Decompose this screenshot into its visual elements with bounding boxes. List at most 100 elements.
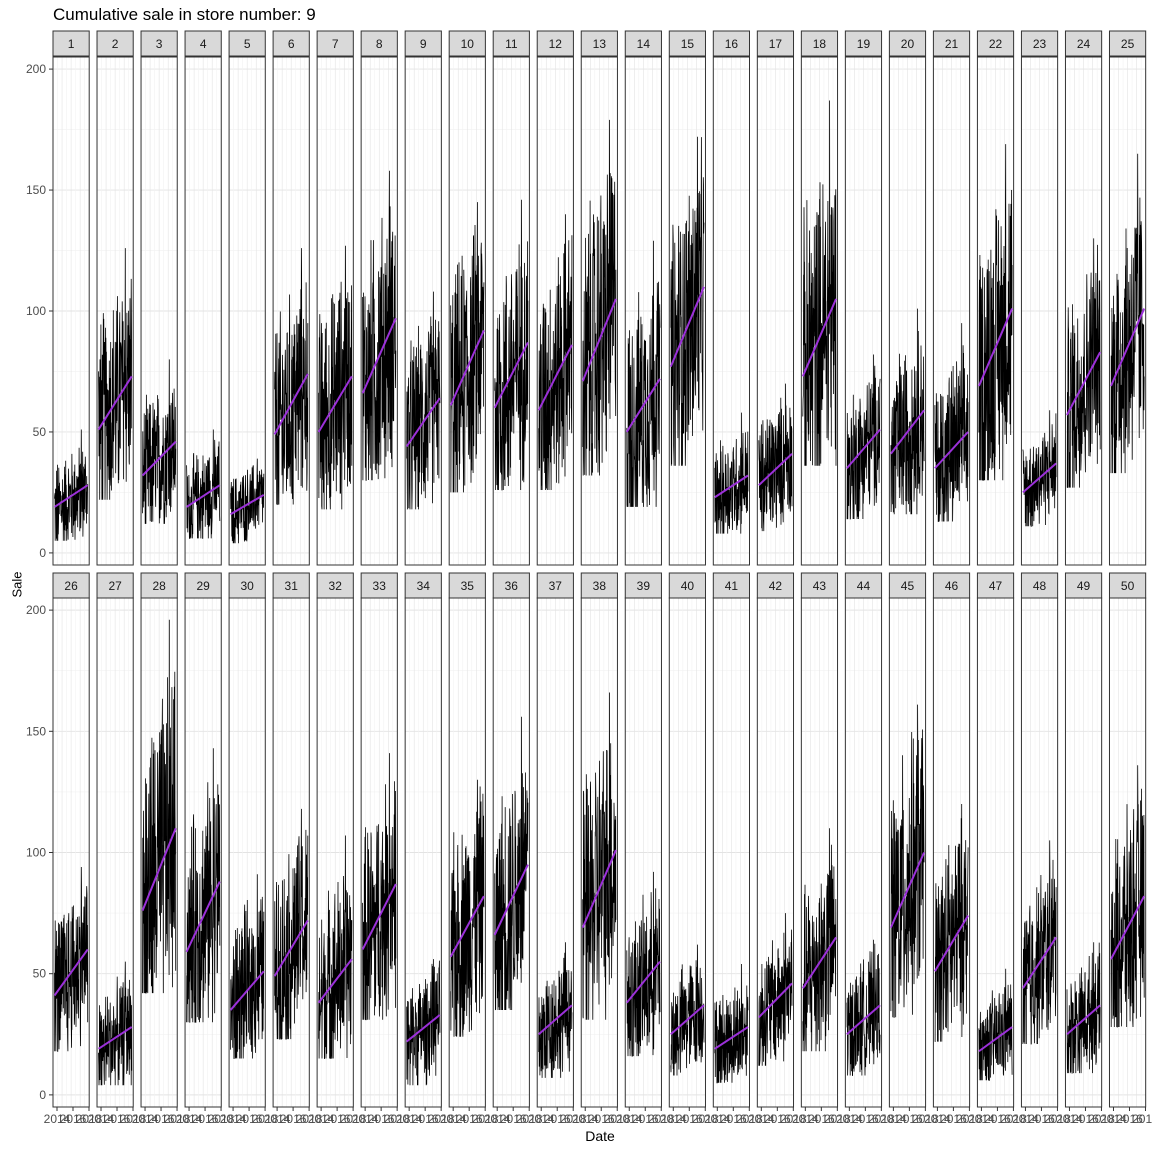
trend-line: [273, 919, 309, 977]
panel-border: [668, 56, 706, 566]
panel-border: [316, 597, 354, 1108]
facet-strip-label: 7: [332, 37, 339, 51]
facet-strip-label: 35: [461, 579, 475, 593]
trend-line: [405, 397, 441, 448]
panel-border: [580, 56, 618, 566]
sales-series-line: [406, 291, 441, 510]
x-tick-label: 2018: [648, 1112, 675, 1126]
facet-strip-label: 25: [1121, 37, 1135, 51]
trend-line: [846, 1004, 881, 1036]
panel-border: [140, 597, 178, 1108]
x-tick-label: 2016: [60, 1112, 87, 1126]
facet-strip-label: 30: [241, 579, 255, 593]
x-tick-label: 2018: [824, 1112, 851, 1126]
trend-line: [1110, 895, 1146, 960]
facet-strip: [756, 30, 795, 57]
facet-strip-label: 24: [1077, 37, 1091, 51]
x-tick-label: 2014: [572, 1112, 599, 1126]
x-tick-label: 2014: [308, 1112, 335, 1126]
x-tick-label: 2014: [88, 1112, 115, 1126]
facet-strip: [228, 572, 266, 599]
trend-line: [1066, 1004, 1101, 1036]
facet-strip: [360, 30, 398, 57]
y-tick-label: 150: [26, 183, 46, 197]
panel-border: [272, 56, 310, 566]
facet-strip: [184, 572, 222, 599]
facet-strip-label: 43: [813, 579, 827, 593]
facet-strip: [316, 572, 354, 599]
trend-line: [890, 409, 925, 455]
sales-series-line: [98, 248, 133, 500]
panel-border: [844, 56, 883, 566]
trend-line: [273, 373, 309, 435]
x-tick-label: 2018: [516, 1112, 543, 1126]
facet-strip: [1064, 572, 1103, 599]
facet-strip: [580, 30, 618, 57]
panel-border: [536, 56, 574, 566]
sales-series-line: [274, 248, 309, 505]
facet-strip-label: 21: [945, 37, 959, 51]
trend-line: [978, 308, 1014, 387]
trend-line: [758, 452, 793, 486]
facet-strip-label: 19: [857, 37, 871, 51]
facet-strip-label: 11: [505, 37, 518, 51]
x-tick-label: 2016: [104, 1112, 131, 1126]
facet-strip-label: 28: [152, 579, 166, 593]
facet-strip: [580, 572, 618, 599]
facet-strip: [1064, 30, 1103, 57]
y-tick-label: 50: [33, 425, 47, 439]
x-tick-label: 2014: [1056, 1112, 1083, 1126]
panel-border: [800, 597, 839, 1108]
panel-border: [1020, 56, 1059, 566]
panel-border: [1020, 597, 1059, 1108]
facet-strip-label: 31: [285, 579, 299, 593]
facet-strip-label: 36: [505, 579, 519, 593]
panel-border: [404, 56, 442, 566]
x-tick-label: 2014: [264, 1112, 291, 1126]
chart-title: Cumulative sale in store number: 9: [53, 5, 316, 24]
trend-line: [625, 378, 661, 433]
facet-strip: [1108, 572, 1147, 599]
sales-series-line: [142, 359, 177, 524]
trend-line: [934, 915, 969, 972]
trend-line: [53, 484, 89, 508]
x-tick-label: 2014: [396, 1112, 423, 1126]
x-tick-label: 2018: [1132, 1112, 1152, 1126]
x-tick-label: 2016: [720, 1112, 747, 1126]
sales-series-line: [670, 136, 705, 466]
sales-series-line: [494, 199, 529, 491]
facet-strip: [624, 572, 662, 599]
trend-line: [889, 852, 925, 929]
facet-strip-label: 22: [989, 37, 1003, 51]
x-tick-label: 2014: [132, 1112, 159, 1126]
trend-line: [978, 1026, 1013, 1053]
facet-strip-label: 47: [989, 579, 1003, 593]
facet-strip: [844, 572, 883, 599]
trend-line: [1022, 936, 1057, 989]
facet-strip: [1020, 572, 1059, 599]
panel-border: [184, 597, 222, 1108]
trend-line: [230, 493, 265, 516]
x-tick-label: 2016: [412, 1112, 439, 1126]
facet-strip-label: 14: [637, 37, 651, 51]
sales-series-line: [230, 458, 265, 544]
trend-line: [97, 375, 133, 431]
x-tick-label: 2016: [236, 1112, 263, 1126]
x-tick-label: 2014: [792, 1112, 819, 1126]
trend-line: [581, 849, 617, 929]
trend-line: [317, 958, 353, 1004]
facet-strip-label: 33: [373, 579, 387, 593]
x-tick-label: 2014: [352, 1112, 379, 1126]
panel-border: [140, 56, 178, 566]
x-tick-label: 2018: [428, 1112, 455, 1126]
trend-line: [625, 960, 661, 1004]
y-tick-label: 50: [33, 967, 47, 981]
facet-strip: [492, 30, 530, 57]
facet-strip: [800, 30, 839, 57]
facet-strip: [624, 30, 662, 57]
sales-series-line: [890, 704, 925, 1018]
facet-strip-label: 8: [376, 37, 383, 51]
sales-series-line: [714, 963, 749, 1084]
facet-strip-label: 15: [681, 37, 695, 51]
x-tick-label: 2018: [340, 1112, 367, 1126]
